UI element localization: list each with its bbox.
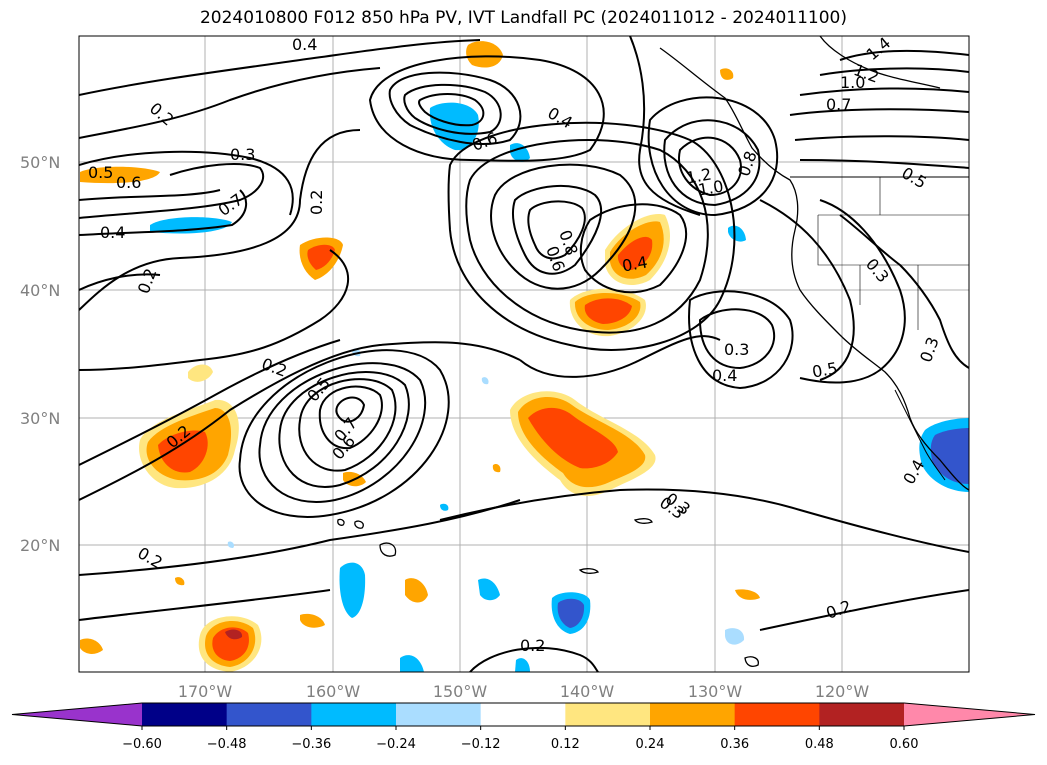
contour-label: 0.7 [826,95,851,114]
lat-label: 50°N [20,153,60,172]
baja-california [894,389,946,481]
colorbar-segment [650,703,736,726]
contour-label: 0.3 [862,255,893,287]
colorbar-segment [565,703,651,726]
colorbar-tick-label: 0.60 [890,737,919,752]
lat-labels: 50°N 40°N 30°N 20°N [20,153,60,555]
colorbar: −0.60 −0.48 −0.36 −0.24 −0.12 0.12 0.24 0.36 0.4… [11,702,1036,752]
contour-label: 0.2 [134,266,161,296]
state-lines [817,177,969,330]
colorbar-segment [226,703,312,726]
contour-label: 0.2 [259,354,289,381]
hawaii-3 [379,542,397,557]
colorbar-tick-label: 0.12 [551,737,580,752]
island-140w-18n [578,568,600,574]
colorbar-tick-label: −0.48 [207,737,247,752]
colorbar-segment [734,703,820,726]
colorbar-tick-label: −0.24 [376,737,416,752]
lon-label: 170°W [178,682,233,701]
contour-label: 1.0 [697,176,725,199]
coastlines [337,36,969,667]
colorbar-segment [142,703,228,726]
contour-0.3-east [698,308,776,370]
contour-1.2 [678,136,742,197]
contour-label: 0.4 [292,35,317,54]
contour-0.4-east [688,290,794,390]
colorbar-extend-low [12,703,142,726]
contour-label: 1.4 [863,33,895,64]
contour-label: 0.3 [230,145,255,164]
contour-label: 0.5 [88,163,113,182]
contour-label: 0.5 [898,163,930,192]
contour-label: 0.4 [621,252,649,275]
lon-label: 140°W [560,682,615,701]
hawaii-1 [337,518,345,526]
contour-label: 0.2 [824,596,854,623]
contour-0.2-bottom [469,646,599,672]
contour-label: 0.4 [712,366,737,385]
contour-label: 0.6 [116,173,141,192]
colorbar-tick-label: −0.60 [122,737,162,752]
contour-0.6-central [388,71,522,146]
lon-gridlines [204,36,843,672]
contour-label: 0.3 [916,334,943,364]
contour-lowest-west [79,189,221,201]
negative-shading [150,102,969,672]
contour-0.2-southeast [519,335,721,378]
contour-label: 1.2 [685,164,713,187]
contour-label: 0.4 [100,223,125,242]
contour-0.2-southwest [79,341,521,501]
lon-label: 120°W [815,682,870,701]
shade-pos-150w-57n [466,41,503,68]
lon-labels: 170°W 160°W 150°W 140°W 130°W 120°W [178,682,870,701]
contour-label: 0.2 [146,99,178,130]
map-title: 2024010800 F012 850 hPa PV, IVT Landfall… [199,8,847,28]
contour-label: 1.0 [840,73,865,92]
map-frame [78,35,970,673]
contour-label: 0.4 [544,103,576,132]
contour-0.2-top [79,39,481,96]
contour-label: 0.2 [520,636,545,655]
contour-label: 0.2 [307,190,326,215]
contour-0.4-midlat [579,203,688,294]
colorbar-tick-label: 0.36 [720,737,749,752]
colorbar-extend-high [904,703,1035,726]
north-america-coast [659,47,969,491]
contour-0.5-sub [238,349,450,518]
contour-1.4 [839,49,969,61]
colorbar-segment [396,703,482,726]
contour-0.5-east [799,199,906,384]
colorbar-segment [819,703,905,726]
hawaii-2 [354,520,364,529]
colorbar-tick-label: −0.36 [291,737,331,752]
contour-1.0 [663,119,761,207]
lat-label: 30°N [20,409,60,428]
contour-0.8-trough [512,184,603,275]
lon-label: 160°W [306,682,361,701]
colorbar-tick-label: −0.12 [461,737,501,752]
pv-contours [79,36,969,672]
colorbar-segment [311,703,397,726]
map-plot-area: 0.4 0.2 0.3 0.5 0.6 0.4 0.7 0.2 0.2 0.2 … [79,33,969,672]
contour-label: 0.3 [724,340,749,359]
contour-0.3-north [79,150,294,216]
island-136w-22n [633,518,653,524]
lat-label: 20°N [20,536,60,555]
lon-label: 130°W [688,682,743,701]
contour-label: 0.5 [811,358,839,381]
contour-0.3-south [79,339,341,466]
colorbar-tick-label: 0.48 [805,737,834,752]
colorbar-segment [480,703,566,726]
colorbar-tick-label: 0.24 [636,737,665,752]
lon-label: 150°W [433,682,488,701]
contour-0.7-sub [335,396,366,423]
lat-label: 40°N [20,281,60,300]
island-130w-12n [744,656,759,667]
